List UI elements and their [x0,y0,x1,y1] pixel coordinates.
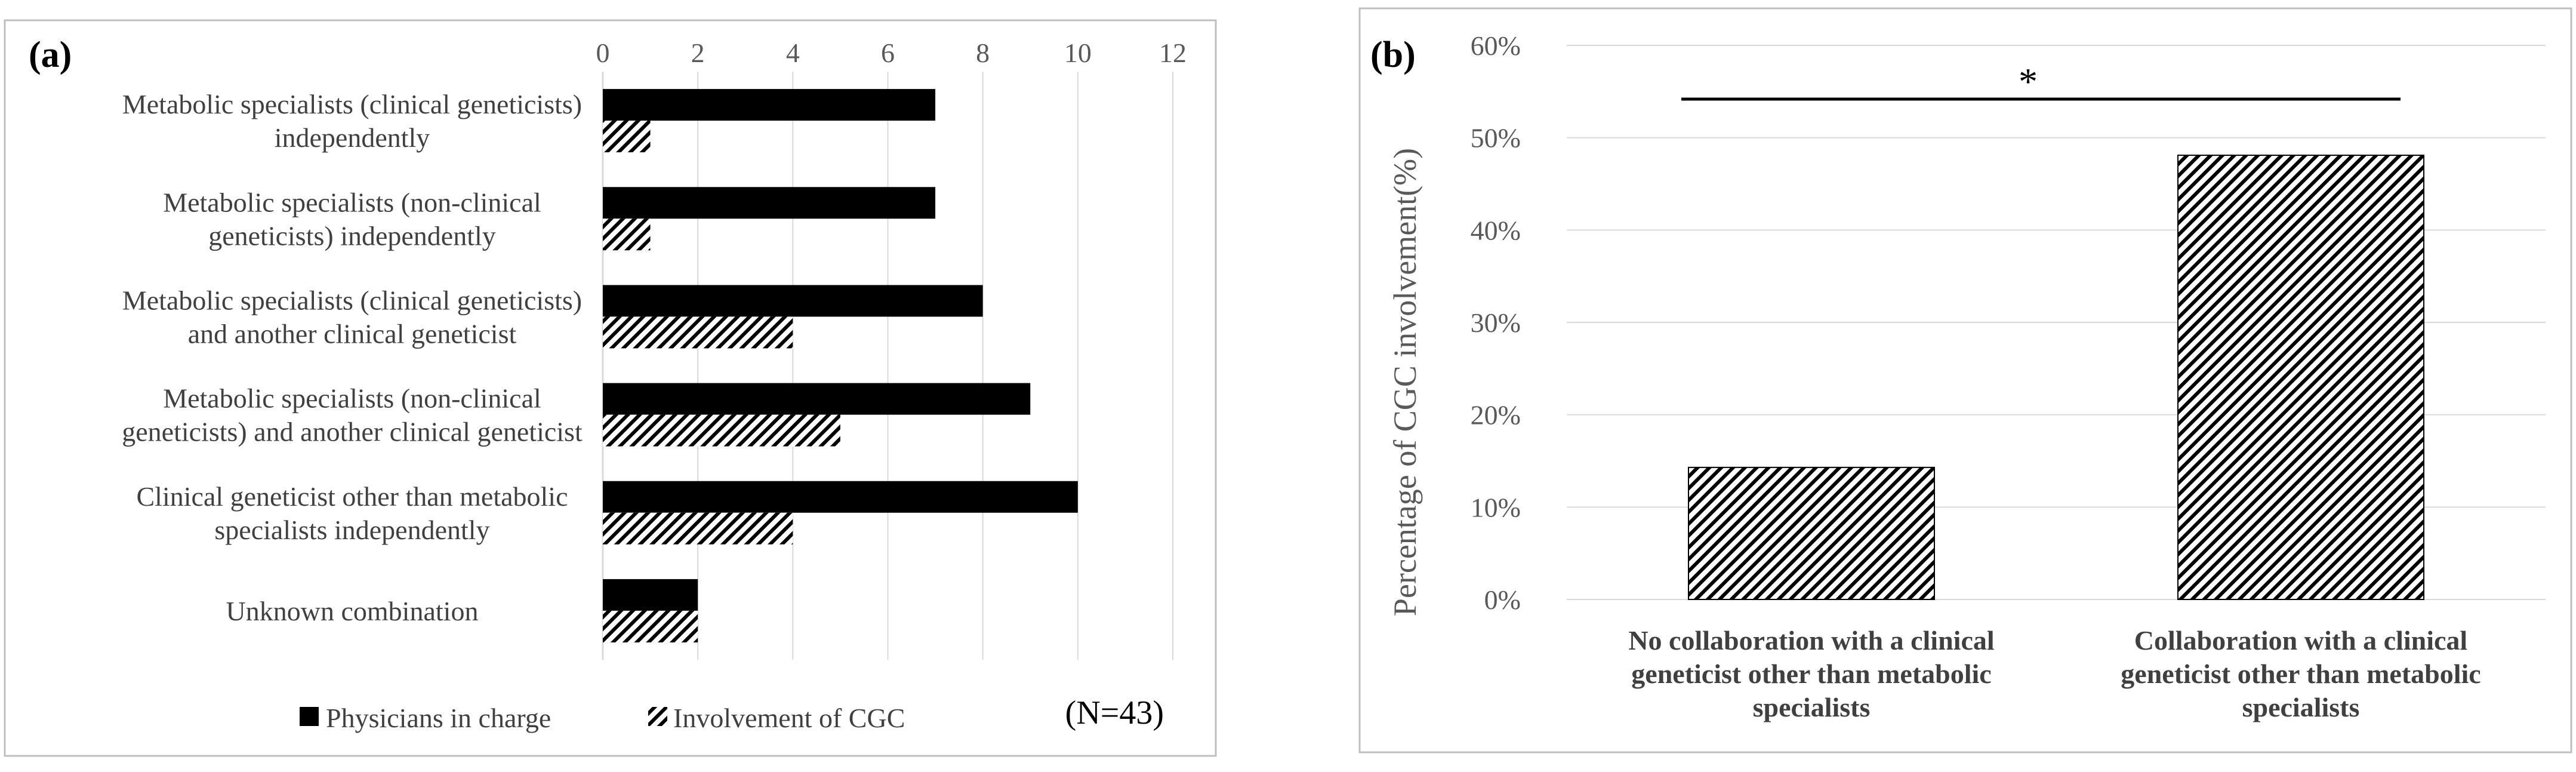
panel-b-bars [1688,155,2424,600]
x-tick-label: 10 [1064,38,1092,68]
bar-involvement-of-cgc [603,414,840,447]
bar-involvement-of-cgc [603,316,793,349]
panel-b-frame [1358,7,2572,753]
sample-size-note: (N=43) [1065,694,1164,731]
y-tick-label: 0% [1484,585,1521,615]
panel-a-bars [603,89,1078,642]
bar-physicians-in-charge [603,187,936,219]
category-label: Clinical geneticist other than metabolic [137,481,568,512]
panel-a-legend: Physicians in charge Involvement of CGC [300,703,905,733]
bar-physicians-in-charge [603,481,1078,513]
category-label: geneticists) and another clinical geneti… [122,417,583,447]
x-tick-label: 2 [691,38,705,68]
bar-physicians-in-charge [603,579,698,611]
significance-star: * [2019,60,2038,103]
legend-solid-label: Physicians in charge [326,703,551,733]
category-label: and another clinical geneticist [188,318,517,349]
category-label: Metabolic specialists (clinical genetici… [122,285,582,315]
bar-involvement-of-cgc [603,610,698,642]
panel-b-y-axis-label: Percentage of CGC involvement(%) [1387,148,1423,616]
category-label: Metabolic specialists (clinical genetici… [122,89,582,119]
legend-hatch-label: Involvement of CGC [673,703,905,733]
category-label: No collaboration with a clinical [1628,625,1994,656]
legend-hatch-swatch [648,707,667,726]
bar-physicians-in-charge [603,285,983,317]
panel-b-label: (b) [1370,35,1416,75]
category-label: Unknown combination [226,596,479,626]
category-label: geneticist other than metabolic [1631,659,1991,689]
x-tick-label: 12 [1159,38,1187,68]
category-label: geneticists) independently [208,220,496,251]
x-tick-label: 6 [881,38,895,68]
panel-a-frame [4,19,1217,757]
panel-b-category-labels: No collaboration with a clinicalgenetici… [1628,625,2481,722]
x-tick-label: 4 [786,38,800,68]
y-tick-label: 60% [1471,30,1521,61]
bar-involvement-of-cgc [603,121,651,153]
bar-cgc-involvement [2177,155,2424,600]
panel-a: (a) 0 2 4 6 8 10 12 Metabolic specialists (cli… [4,19,1217,757]
category-label: Metabolic specialists (non-clinical [163,187,541,217]
bar-involvement-of-cgc [603,512,793,545]
category-label: Metabolic specialists (non-clinical [163,383,541,414]
panel-a-x-ticks: 0 2 4 6 8 10 12 [596,38,1187,68]
category-label: Collaboration with a clinical [2134,625,2467,656]
bar-cgc-involvement [1688,466,1935,600]
bar-physicians-in-charge [603,383,1031,415]
category-label: independently [275,122,430,153]
y-tick-label: 50% [1471,123,1521,153]
y-tick-label: 20% [1471,400,1521,430]
y-tick-label: 10% [1471,492,1521,522]
bar-physicians-in-charge [603,89,936,121]
x-tick-label: 0 [596,38,610,68]
x-tick-label: 8 [976,38,990,68]
panel-b-y-ticks: 0% 10% 20% 30% 40% 50% 60% [1471,30,1521,615]
panel-a-gridlines [602,72,1173,660]
category-label: specialists independently [214,515,489,545]
panel-a-category-labels: Metabolic specialists (clinical genetici… [122,89,583,626]
legend-solid-swatch [300,707,319,726]
bar-involvement-of-cgc [603,219,651,251]
category-label: geneticist other than metabolic [2121,659,2481,689]
y-tick-label: 40% [1471,215,1521,245]
panel-b: (b) 0% 10% 20% 30% 40% 50% 60% No collaboratio… [1358,7,2572,753]
category-label: specialists [2242,692,2360,722]
panel-a-label: (a) [29,35,72,75]
category-label: specialists [1753,692,1871,722]
y-tick-label: 30% [1471,307,1521,338]
